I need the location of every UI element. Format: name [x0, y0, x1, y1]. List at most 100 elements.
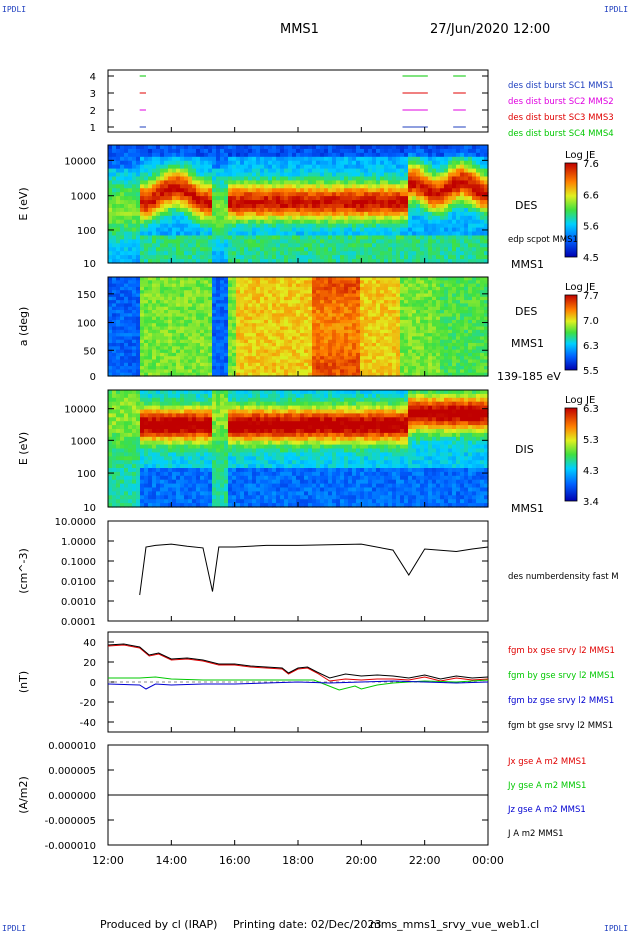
des-energy-spectrogram-cell	[400, 243, 405, 248]
des-energy-spectrogram-cell	[172, 251, 177, 256]
des-energy-spectrogram-cell	[208, 180, 213, 185]
des-energy-spectrogram-cell	[292, 192, 297, 197]
des-energy-spectrogram-cell	[368, 172, 373, 178]
des-energy-spectrogram-cell	[128, 156, 133, 162]
des-energy-spectrogram-cell	[436, 223, 441, 229]
des-energy-spectrogram-cell	[460, 172, 465, 178]
des-energy-spectrogram-cell	[388, 184, 393, 189]
des-pitch-spectrogram-cell	[192, 349, 197, 354]
des-energy-spectrogram-cell	[288, 243, 293, 248]
des-energy-spectrogram-cell	[192, 219, 197, 225]
des-energy-spectrogram-cell	[420, 192, 425, 197]
des-energy-spectrogram-cell	[472, 172, 477, 178]
des-pitch-spectrogram-cell	[180, 323, 185, 328]
des-energy-spectrogram-cell	[316, 164, 321, 170]
des-energy-spectrogram-cell	[440, 160, 445, 166]
des-pitch-spectrogram-cell	[380, 326, 385, 331]
des-pitch-spectrogram-cell	[352, 296, 357, 301]
des-energy-spectrogram-cell	[260, 164, 265, 170]
des-energy-spectrogram-cell	[456, 200, 461, 205]
des-energy-spectrogram-cell	[172, 215, 177, 221]
des-energy-spectrogram-cell	[388, 156, 393, 162]
des-energy-spectrogram-cell	[264, 239, 269, 244]
des-pitch-spectrogram-cell	[108, 293, 113, 298]
des-energy-spectrogram-cell	[296, 211, 301, 217]
des-energy-spectrogram-cell	[196, 204, 201, 209]
des-energy-spectrogram-cell	[200, 204, 205, 209]
des-pitch-spectrogram-cell	[220, 323, 225, 328]
des-energy-spectrogram-cell	[192, 168, 197, 174]
des-pitch-spectrogram-cell	[112, 283, 117, 288]
des-energy-spectrogram-cell	[252, 156, 257, 162]
des-pitch-spectrogram-cell	[156, 313, 161, 318]
des-pitch-spectrogram-cell	[320, 303, 325, 308]
des-energy-spectrogram-cell	[112, 156, 117, 162]
des-pitch-spectrogram-cell	[340, 300, 345, 304]
des-energy-spectrogram-cell	[276, 223, 281, 229]
des-energy-spectrogram-cell	[212, 184, 217, 189]
des-energy-spectrogram-cell	[264, 176, 269, 181]
des-pitch-spectrogram-cell	[196, 366, 201, 370]
des-energy-spectrogram-cell	[468, 259, 473, 264]
des-energy-spectrogram-cell	[404, 251, 409, 256]
des-pitch-spectrogram-cell	[112, 352, 117, 357]
des-energy-spectrogram-cell	[300, 168, 305, 174]
des-energy-spectrogram-cell	[140, 227, 145, 233]
des-energy-spectrogram-cell	[176, 180, 181, 185]
des-energy-spectrogram-cell	[172, 172, 177, 178]
des-energy-spectrogram-cell	[404, 196, 409, 201]
des-energy-spectrogram-cell	[156, 184, 161, 189]
des-energy-spectrogram-cell	[452, 259, 457, 264]
des-energy-spectrogram-cell	[296, 196, 301, 201]
des-pitch-spectrogram-cell	[336, 300, 341, 304]
des-pitch-spectrogram-cell	[236, 352, 241, 357]
des-energy-spectrogram-cell	[240, 239, 245, 244]
des-energy-spectrogram-cell	[416, 156, 421, 162]
des-pitch-spectrogram-cell	[280, 326, 285, 331]
des-pitch-spectrogram-cell	[192, 306, 197, 311]
des-pitch-spectrogram-cell	[384, 356, 389, 361]
des-energy-spectrogram-cell	[148, 156, 153, 162]
des-pitch-spectrogram-cell	[300, 296, 305, 301]
des-energy-spectrogram-cell	[252, 168, 257, 174]
des-pitch-spectrogram-cell	[172, 343, 177, 347]
des-pitch-spectrogram-cell	[332, 343, 337, 347]
des-energy-spectrogram-cell	[172, 235, 177, 240]
des-energy-spectrogram-cell	[392, 239, 397, 244]
des-energy-spectrogram-cell	[408, 227, 413, 233]
des-energy-spectrogram-cell	[228, 188, 233, 193]
des-pitch-spectrogram-cell	[288, 359, 293, 364]
des-energy-spectrogram-cell	[376, 145, 381, 150]
des-energy-spectrogram-cell	[188, 251, 193, 256]
des-energy-spectrogram-cell	[260, 215, 265, 221]
des-energy-spectrogram-cell	[344, 223, 349, 229]
des-energy-spectrogram-cell	[452, 196, 457, 201]
des-pitch-spectrogram-cell	[384, 369, 389, 374]
des-energy-spectrogram-cell	[340, 188, 345, 193]
des-energy-spectrogram-cell	[244, 164, 249, 170]
des-energy-spectrogram-cell	[388, 211, 393, 217]
des-pitch-spectrogram-cell	[124, 303, 129, 308]
des-energy-spectrogram-cell	[184, 243, 189, 248]
des-pitch-spectrogram-cell	[212, 310, 217, 314]
des-energy-spectrogram-cell	[240, 168, 245, 174]
des-pitch-spectrogram-cell	[304, 349, 309, 354]
des-energy-spectrogram-cell	[360, 168, 365, 174]
des-energy-spectrogram-cell	[400, 160, 405, 166]
des-pitch-spectrogram-cell	[200, 333, 205, 337]
des-pitch-spectrogram-cell	[380, 293, 385, 298]
des-pitch-spectrogram-cell	[328, 359, 333, 364]
des-energy-spectrogram-cell	[336, 188, 341, 193]
des-pitch-spectrogram-cell	[152, 323, 157, 328]
des-pitch-spectrogram-cell	[204, 343, 209, 347]
des-energy-spectrogram-cell	[444, 215, 449, 221]
des-energy-spectrogram-cell	[388, 239, 393, 244]
des-pitch-spectrogram-cell	[280, 290, 285, 295]
des-energy-spectrogram-cell	[272, 251, 277, 256]
des-energy-spectrogram-cell	[220, 145, 225, 150]
des-pitch-spectrogram-cell	[196, 277, 201, 281]
des-pitch-spectrogram-cell	[292, 352, 297, 357]
des-pitch-spectrogram-cell	[188, 372, 193, 377]
des-energy-spectrogram-cell	[136, 180, 141, 185]
des-energy-spectrogram-cell	[256, 200, 261, 205]
